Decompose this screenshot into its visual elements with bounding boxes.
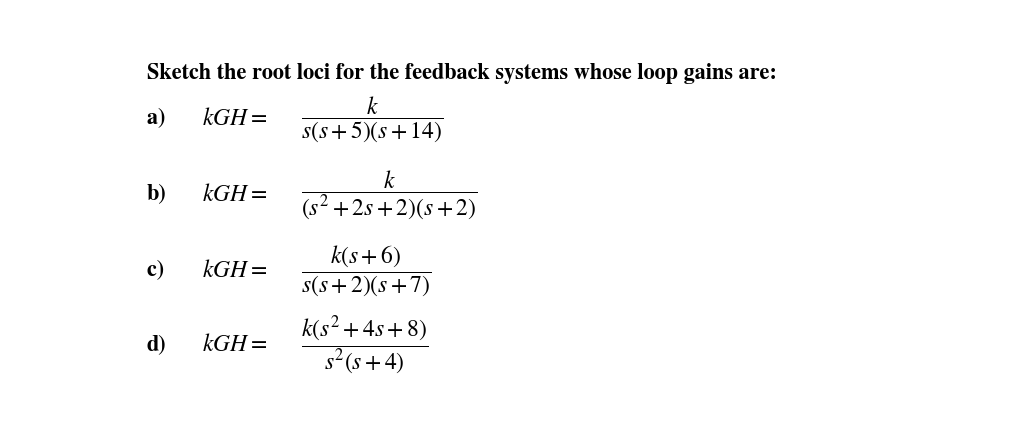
Text: $\mathbf{\mathit{kGH}}=$: $\mathbf{\mathit{kGH}}=$ [203, 108, 267, 130]
Text: c): c) [147, 260, 170, 281]
Text: $\dfrac{k}{(s^{2}+2s+2)(s+2)}$: $\dfrac{k}{(s^{2}+2s+2)(s+2)}$ [301, 168, 477, 221]
Text: $\mathbf{\mathit{kGH}}=$: $\mathbf{\mathit{kGH}}=$ [203, 334, 267, 357]
Text: d): d) [147, 335, 167, 356]
Text: $\dfrac{k}{s(s+5)(s+14)}$: $\dfrac{k}{s(s+5)(s+14)}$ [301, 94, 443, 144]
Text: $\mathbf{\mathit{kGH}}=$: $\mathbf{\mathit{kGH}}=$ [203, 259, 267, 282]
Text: $\mathbf{\mathit{kGH}}=$: $\mathbf{\mathit{kGH}}=$ [203, 184, 267, 206]
Text: $\dfrac{k(s+6)}{s(s+2)(s+7)}$: $\dfrac{k(s+6)}{s(s+2)(s+7)}$ [301, 243, 432, 298]
Text: b): b) [147, 184, 167, 205]
Text: $\dfrac{k(s^{2}+4s+8)}{s^{2}(s+4)}$: $\dfrac{k(s^{2}+4s+8)}{s^{2}(s+4)}$ [301, 315, 428, 376]
Text: Sketch the root loci for the feedback systems whose loop gains are:: Sketch the root loci for the feedback sy… [147, 63, 777, 84]
Text: a): a) [147, 108, 171, 129]
